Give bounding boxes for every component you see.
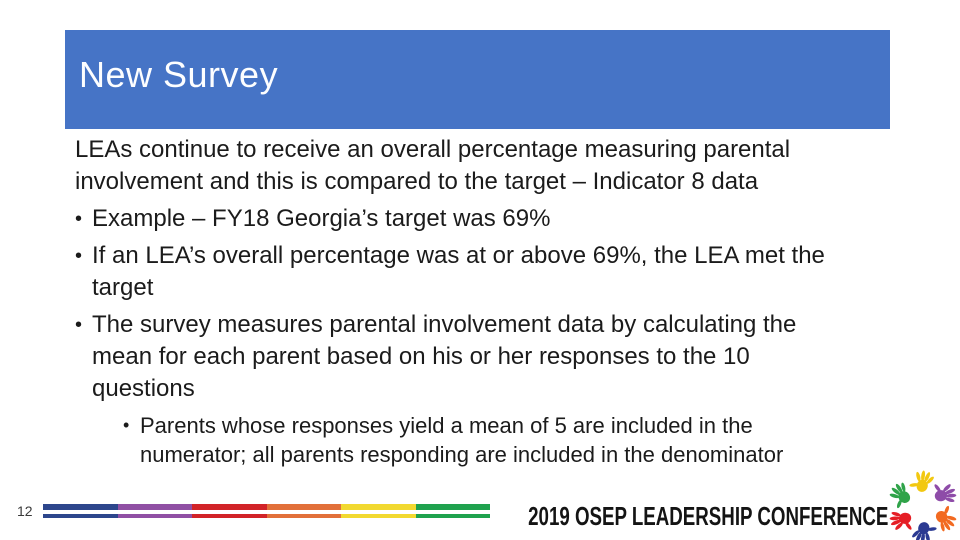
bar-segment bbox=[415, 514, 490, 518]
bar-segment bbox=[192, 504, 267, 510]
page-number: 12 bbox=[17, 503, 33, 519]
bullet-item: The survey measures parental involvement… bbox=[75, 309, 855, 405]
decor-bar-bottom bbox=[43, 514, 490, 518]
title-bar: New Survey bbox=[65, 30, 890, 129]
bullet-list: Example – FY18 Georgia’s target was 69% … bbox=[75, 203, 855, 405]
hands-logo-icon bbox=[886, 470, 960, 540]
bullet-item: Example – FY18 Georgia’s target was 69% bbox=[75, 203, 855, 235]
decor-bar-top bbox=[43, 504, 490, 510]
bar-segment bbox=[192, 514, 267, 518]
body-text: LEAs continue to receive an overall perc… bbox=[75, 134, 855, 469]
intro-paragraph: LEAs continue to receive an overall perc… bbox=[75, 136, 791, 195]
bar-segment bbox=[266, 514, 341, 518]
bar-segment bbox=[341, 504, 416, 510]
bar-segment bbox=[43, 504, 118, 510]
sub-bullet-list: Parents whose responses yield a mean of … bbox=[123, 411, 800, 469]
conference-title: 2019 OSEP LEADERSHIP CONFERENCE bbox=[527, 501, 888, 531]
bar-segment bbox=[266, 504, 341, 510]
bar-segment bbox=[341, 514, 416, 518]
sub-bullet-item: Parents whose responses yield a mean of … bbox=[123, 411, 800, 469]
bar-segment bbox=[43, 514, 118, 518]
bar-segment bbox=[415, 504, 490, 510]
bar-segment bbox=[117, 504, 192, 510]
bar-segment bbox=[117, 514, 192, 518]
slide-title: New Survey bbox=[79, 54, 279, 95]
bullet-item: If an LEA’s overall percentage was at or… bbox=[75, 240, 855, 304]
decor-bars bbox=[43, 504, 490, 518]
